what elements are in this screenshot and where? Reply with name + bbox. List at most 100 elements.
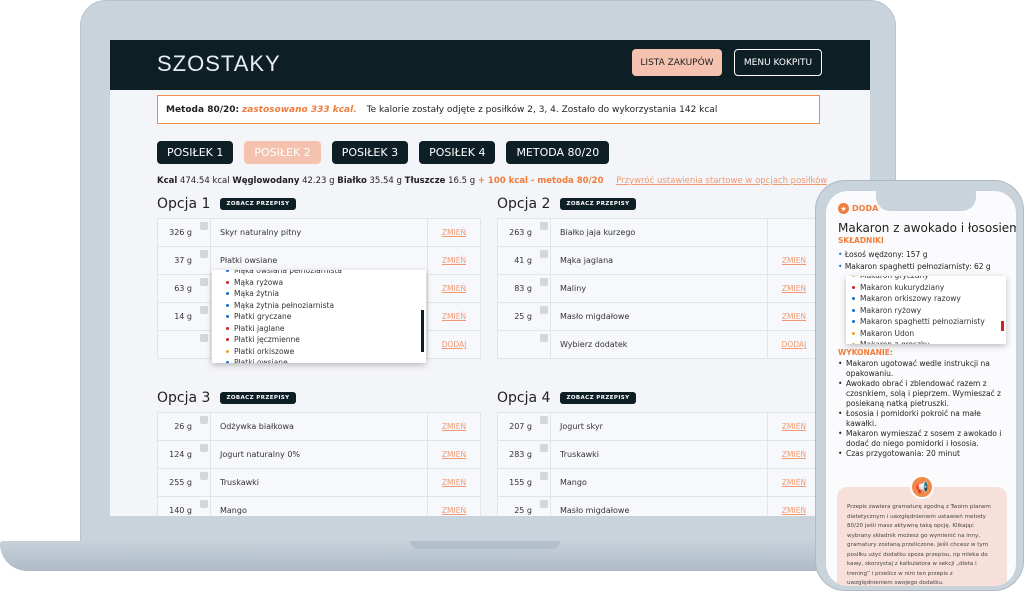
- dropdown-item[interactable]: Płatki orkiszowe: [226, 346, 426, 358]
- dropdown-item[interactable]: Makaron orkiszowy razowy: [852, 293, 1006, 305]
- basket-icon[interactable]: [540, 222, 548, 230]
- table-row: 25 g Masło migdałowe ZMIEŃ: [497, 302, 821, 331]
- change-link[interactable]: ZMIEŃ: [427, 274, 481, 303]
- basket-icon[interactable]: [200, 278, 208, 286]
- dropdown-item-label: Mąka owsiana pełnoziarnista: [234, 270, 342, 276]
- reset-settings-link[interactable]: Przywróć ustawienia startowe w opcjach p…: [616, 176, 828, 186]
- method-alert: Metoda 80/20: zastosowano 333 kcal. Te k…: [157, 95, 820, 124]
- ingredients-table: 263 g Białko jaja kurzego 41 g Mąka jaglana…: [497, 218, 821, 359]
- phone-ingredient-dropdown[interactable]: Makaron gryczany Makaron kukurydziany Maka…: [846, 276, 1006, 344]
- dropdown-item[interactable]: Mąka ryżowa: [226, 277, 426, 289]
- see-recipes-button[interactable]: ZOBACZ PRZEPISY: [560, 198, 636, 210]
- basket-icon[interactable]: [540, 306, 548, 314]
- basket-icon[interactable]: [540, 444, 548, 452]
- ingredient-name[interactable]: Skyr naturalny pitny: [210, 218, 428, 247]
- dropdown-item[interactable]: Makaron spaghetti pełnoziarnisty: [852, 316, 1006, 328]
- ingredient-name[interactable]: Wybierz dodatek: [550, 330, 768, 359]
- tab-meal-4[interactable]: POSIŁEK 4: [419, 141, 496, 164]
- dropdown-item[interactable]: Mąka żytnia: [226, 288, 426, 300]
- ingredient-name[interactable]: Maliny: [550, 274, 768, 303]
- ingredient-name[interactable]: Masło migdałowe: [550, 302, 768, 331]
- tab-meal-5[interactable]: METODA 80/20: [506, 141, 610, 164]
- change-link[interactable]: ZMIEŃ: [767, 496, 821, 516]
- phone-dropdown-scrollbar[interactable]: [1001, 321, 1004, 331]
- dropdown-scrollbar[interactable]: [421, 310, 424, 352]
- color-dot: [226, 349, 229, 353]
- option-header: Opcja 4 ZOBACZ PRZEPISY: [497, 388, 821, 408]
- see-recipes-button[interactable]: ZOBACZ PRZEPISY: [560, 392, 636, 404]
- basket-icon[interactable]: [540, 334, 548, 342]
- add-link[interactable]: DODAJ: [767, 330, 821, 359]
- table-row: 326 g Skyr naturalny pitny ZMIEŃ: [157, 218, 481, 247]
- weight-cell: 26 g: [157, 412, 211, 441]
- shopping-list-button[interactable]: LISTA ZAKUPÓW: [632, 49, 722, 76]
- change-link[interactable]: ZMIEŃ: [427, 218, 481, 247]
- ingredient-name[interactable]: Truskawki: [550, 440, 768, 469]
- ingredient-name[interactable]: Jogurt skyr: [550, 412, 768, 441]
- basket-icon[interactable]: [540, 250, 548, 258]
- steps-list: Makaron ugotować wedle instrukcji na opa…: [838, 359, 1010, 459]
- dropdown-item[interactable]: Płatki jaglane: [226, 323, 426, 335]
- dropdown-item[interactable]: Płatki owsiane: [226, 357, 426, 363]
- dropdown-item[interactable]: Płatki gryczane: [226, 311, 426, 323]
- change-link[interactable]: ZMIEŃ: [427, 246, 481, 275]
- see-recipes-button[interactable]: ZOBACZ PRZEPISY: [220, 198, 296, 210]
- dropdown-item[interactable]: Makaron Udon: [852, 328, 1006, 340]
- basket-icon[interactable]: [200, 334, 208, 342]
- dropdown-item[interactable]: Makaron ryżowy: [852, 305, 1006, 317]
- dropdown-item[interactable]: Płatki jęczmienne: [226, 334, 426, 346]
- basket-icon[interactable]: [540, 416, 548, 424]
- basket-icon[interactable]: [540, 472, 548, 480]
- basket-icon[interactable]: [200, 306, 208, 314]
- change-link[interactable]: ZMIEŃ: [427, 440, 481, 469]
- dropdown-item[interactable]: Mąka żytnia pełnoziarnista: [226, 300, 426, 312]
- change-link[interactable]: ZMIEŃ: [427, 468, 481, 497]
- dropdown-item[interactable]: Makaron z groszku: [852, 339, 1006, 344]
- ingredient-name[interactable]: Truskawki: [210, 468, 428, 497]
- tab-meal-3[interactable]: POSIŁEK 3: [331, 141, 409, 164]
- ingredient-name[interactable]: Mąka jaglana: [550, 246, 768, 275]
- basket-icon[interactable]: [540, 500, 548, 508]
- basket-icon[interactable]: [200, 416, 208, 424]
- weight-cell: 255 g: [157, 468, 211, 497]
- ingredient-item[interactable]: Łosoś wędzony: 157 g: [838, 249, 991, 261]
- change-link[interactable]: ZMIEŃ: [767, 302, 821, 331]
- ingredient-name[interactable]: Masło migdałowe: [550, 496, 768, 516]
- change-link[interactable]: ZMIEŃ: [427, 302, 481, 331]
- ingredient-name[interactable]: Odżywka białkowa: [210, 412, 428, 441]
- ingredient-dropdown[interactable]: Mąka owsiana pełnoziarnista Mąka ryżowa Mą…: [212, 270, 426, 363]
- change-link[interactable]: ZMIEŃ: [767, 440, 821, 469]
- color-dot: [852, 297, 855, 301]
- ingredient-item[interactable]: Makaron spaghetti pełnoziarnisty: 62 g: [838, 261, 991, 273]
- kcal-label: Kcal: [157, 176, 178, 186]
- alert-message: Te kalorie zostały odjęte z posiłków 2, …: [366, 104, 718, 115]
- weight-cell: [157, 330, 211, 359]
- ingredient-name[interactable]: Jogurt naturalny 0%: [210, 440, 428, 469]
- ingredient-name[interactable]: Białko jaja kurzego: [550, 218, 768, 247]
- basket-icon[interactable]: [200, 444, 208, 452]
- basket-icon[interactable]: [540, 278, 548, 286]
- basket-icon[interactable]: [200, 250, 208, 258]
- ingredient-name[interactable]: Mango: [210, 496, 428, 516]
- basket-icon[interactable]: [200, 472, 208, 480]
- basket-icon[interactable]: [200, 500, 208, 508]
- change-link[interactable]: ZMIEŃ: [767, 274, 821, 303]
- change-link[interactable]: ZMIEŃ: [427, 496, 481, 516]
- change-link[interactable]: ZMIEŃ: [427, 412, 481, 441]
- alert-applied: zastosowano 333 kcal.: [242, 104, 357, 115]
- tab-meal-1[interactable]: POSIŁEK 1: [157, 141, 234, 164]
- add-link[interactable]: DODAJ: [427, 330, 481, 359]
- change-link[interactable]: ZMIEŃ: [767, 468, 821, 497]
- laptop-base: [0, 541, 975, 571]
- change-link[interactable]: ZMIEŃ: [767, 412, 821, 441]
- tab-meal-2[interactable]: POSIŁEK 2: [244, 141, 321, 164]
- dropdown-item[interactable]: Makaron kukurydziany: [852, 282, 1006, 294]
- see-recipes-button[interactable]: ZOBACZ PRZEPISY: [220, 392, 296, 404]
- dropdown-item-label: Makaron kukurydziany: [860, 282, 945, 292]
- change-link[interactable]: ZMIEŃ: [767, 246, 821, 275]
- ingredient-name[interactable]: Mango: [550, 468, 768, 497]
- dropdown-item[interactable]: Mąka owsiana pełnoziarnista: [226, 270, 426, 277]
- basket-icon[interactable]: [200, 222, 208, 230]
- dropdown-item[interactable]: Makaron gryczany: [852, 276, 1006, 282]
- cockpit-menu-button[interactable]: MENU KOKPITU: [734, 49, 822, 76]
